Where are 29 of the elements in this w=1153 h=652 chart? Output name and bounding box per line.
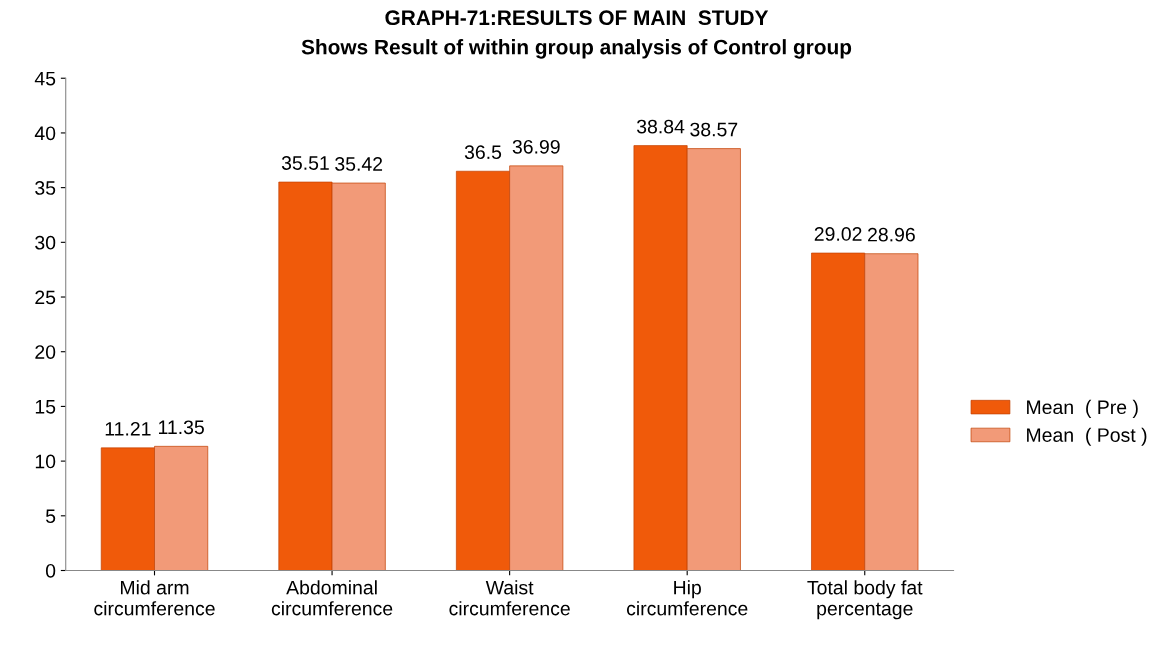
y-tick-label: 25 [35,290,56,305]
data-label: 29.02 [814,227,862,241]
y-tick-label: 5 [45,509,56,524]
chart-subtitle: Shows Result of within group analysis of Control group [301,39,852,59]
y-tick-label: 40 [34,126,56,141]
data-label: 38.57 [690,122,738,137]
y-tick-label: 20 [35,345,56,359]
data-label: 36.5 [464,145,502,160]
y-tick-label: 0 [45,563,56,578]
data-label: 35.51 [281,156,329,170]
legend-label: Mean ( Pre ) [1027,399,1138,418]
x-tick-label: Hip circumference [626,580,748,616]
y-tick-label: 45 [34,71,56,86]
data-label: 35.42 [335,157,383,171]
y-tick-label: 10 [35,454,56,469]
x-tick-label: Total body fat percentage [807,580,923,620]
y-tick-label: 15 [35,400,56,414]
x-tick-label: Waist circumference [449,580,570,616]
data-label: 36.99 [512,139,560,154]
data-label: 11.35 [159,420,204,435]
y-tick-label: 30 [35,235,56,250]
chart-title: GRAPH-71:RESULTS OF MAIN STUDY [385,10,769,26]
x-tick-label: Abdominal circumference [271,580,393,616]
y-tick-label: 35 [35,181,56,195]
legend-label: Mean ( Post ) [1027,427,1147,446]
data-label: 38.84 [636,119,685,134]
x-tick-label: Mid arm circumference [94,580,215,616]
data-label: 11.21 [105,421,151,436]
data-label: 28.96 [868,227,915,242]
